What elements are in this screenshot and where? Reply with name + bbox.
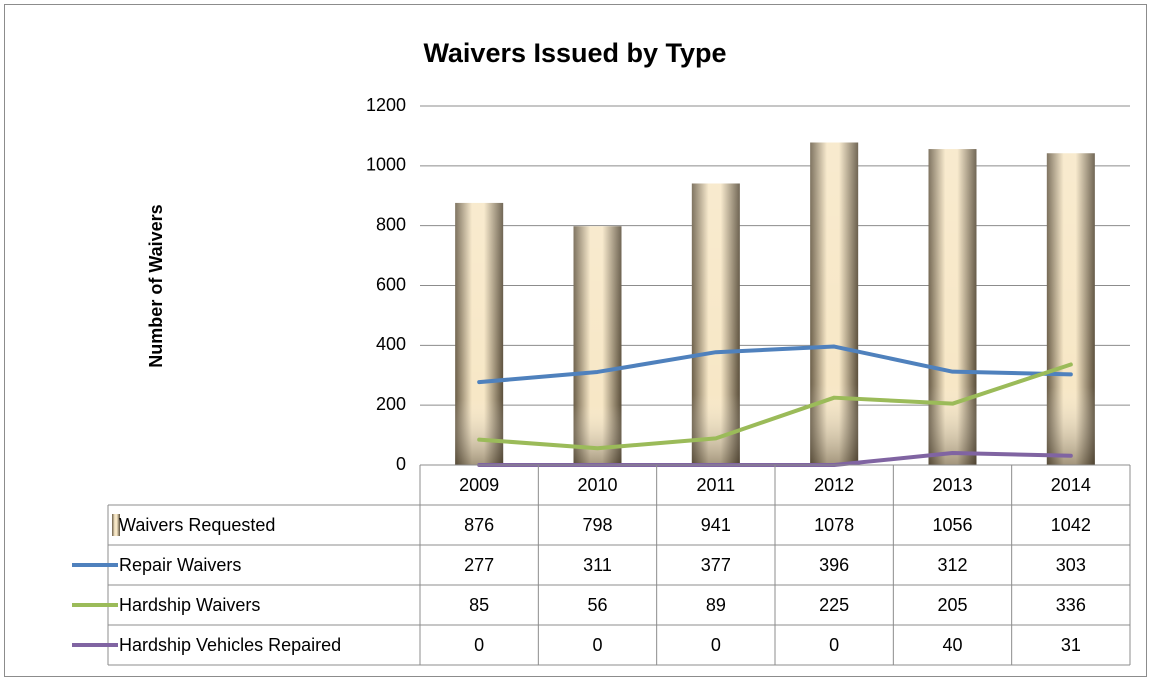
table-value: 85: [469, 595, 489, 615]
table-value: 303: [1056, 555, 1086, 575]
table-value: 311: [583, 555, 612, 575]
bar-face: [928, 149, 977, 465]
x-tick-label: 2010: [577, 475, 617, 495]
table-value: 40: [942, 635, 962, 655]
table-value: 396: [819, 555, 849, 575]
table-value: 1056: [932, 515, 972, 535]
table-value: 31: [1061, 635, 1081, 655]
bar: [573, 226, 622, 465]
table-value: 876: [464, 515, 494, 535]
bar: [691, 183, 740, 465]
bar: [810, 142, 859, 465]
table-value: 0: [592, 635, 602, 655]
bar-face: [1046, 153, 1095, 466]
table-value: 336: [1056, 595, 1086, 615]
table-value: 0: [829, 635, 839, 655]
line: [477, 362, 1073, 451]
table-value: 312: [937, 555, 967, 575]
table-value: 277: [464, 555, 494, 575]
y-axis-label: Number of Waivers: [146, 204, 166, 367]
y-tick-label: 400: [376, 334, 406, 354]
x-tick-label: 2014: [1051, 475, 1091, 495]
legend-label: Waivers Requested: [119, 515, 275, 535]
table-value: 377: [701, 555, 731, 575]
x-tick-label: 2013: [932, 475, 972, 495]
table-value: 225: [819, 595, 849, 615]
bar-face: [810, 142, 859, 465]
y-tick-label: 1000: [366, 155, 406, 175]
table-value: 0: [711, 635, 721, 655]
table-value: 798: [582, 515, 612, 535]
table-value: 0: [474, 635, 484, 655]
y-tick-label: 1200: [366, 95, 406, 115]
bar: [1046, 153, 1095, 466]
bar: [455, 202, 504, 465]
legend-swatch: [112, 514, 120, 536]
table-value: 1078: [814, 515, 854, 535]
line: [477, 344, 1073, 385]
bar-face: [455, 202, 504, 465]
table-value: 941: [701, 515, 731, 535]
x-tick-label: 2011: [696, 475, 735, 495]
y-tick-label: 800: [376, 214, 406, 234]
legend-label: Hardship Waivers: [119, 595, 260, 615]
table-value: 56: [587, 595, 607, 615]
y-tick-label: 600: [376, 274, 406, 294]
chart-title: Waivers Issued by Type: [423, 38, 726, 68]
y-tick-label: 0: [396, 454, 406, 474]
bar: [928, 149, 977, 465]
bar-face: [573, 226, 622, 465]
x-tick-label: 2012: [814, 475, 854, 495]
bar-face: [691, 183, 740, 465]
table-value: 1042: [1051, 515, 1091, 535]
legend-label: Repair Waivers: [119, 555, 241, 575]
table-value: 89: [706, 595, 726, 615]
y-tick-label: 200: [376, 394, 406, 414]
legend-label: Hardship Vehicles Repaired: [119, 635, 341, 655]
table-value: 205: [937, 595, 967, 615]
x-tick-label: 2009: [459, 475, 499, 495]
